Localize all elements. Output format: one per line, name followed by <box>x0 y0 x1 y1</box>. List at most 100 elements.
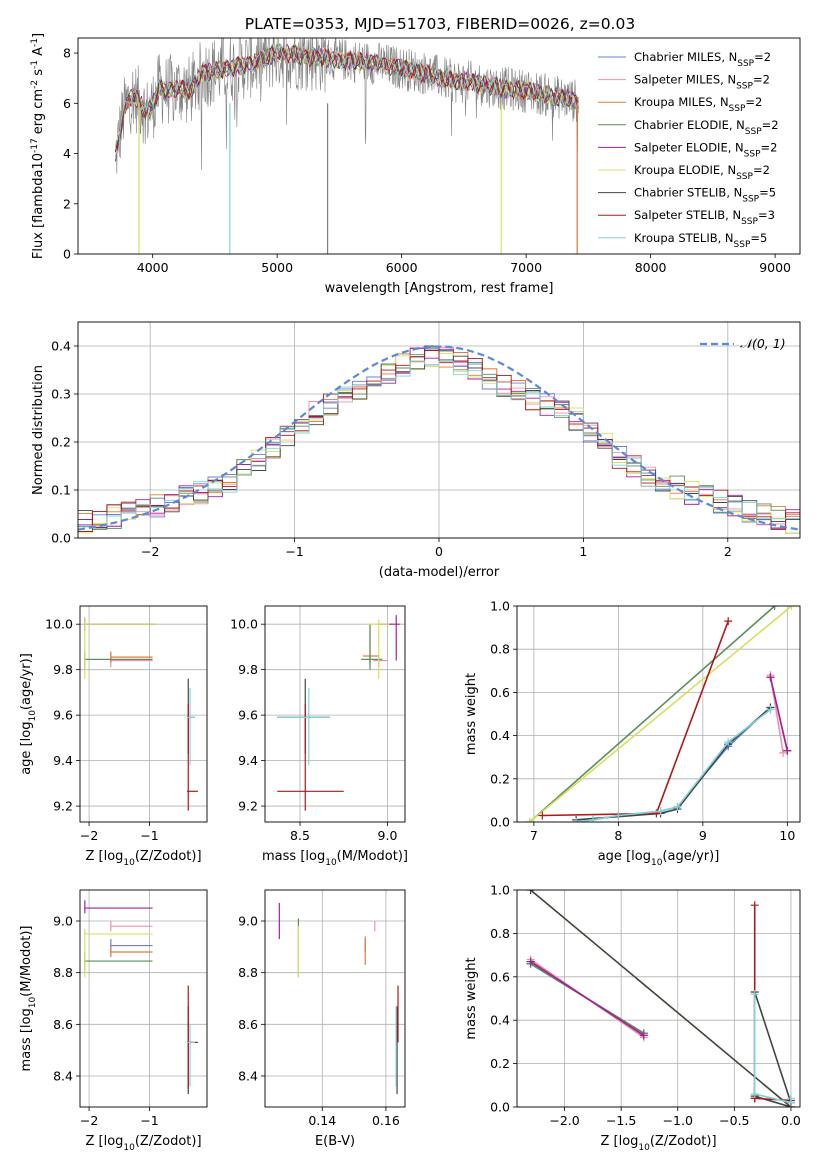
weight-marker <box>724 738 733 747</box>
weight-marker <box>656 807 665 816</box>
legend-entry: Kroupa MILES, NSSP=2 <box>634 95 762 114</box>
plot-area <box>526 890 795 1107</box>
weight-line <box>576 706 771 821</box>
errorbar <box>187 985 198 1089</box>
x-tick-label: −1 <box>140 1113 158 1128</box>
errorbar <box>187 1024 195 1087</box>
weight-marker <box>572 818 581 822</box>
y-tick-label: 8.4 <box>238 1069 258 1084</box>
x-tick-label: 8.5 <box>290 828 310 843</box>
y-tick-label: 0.6 <box>490 969 510 984</box>
y-tick-label: 0.2 <box>490 1056 510 1071</box>
errorbar <box>363 624 379 663</box>
y-tick-label: 9.2 <box>53 799 73 814</box>
y-tick-label: 9.2 <box>238 799 258 814</box>
y-tick-label: 0.0 <box>490 1100 510 1115</box>
weight-line <box>575 709 771 822</box>
errorbar <box>110 921 153 932</box>
y-tick-label: 0.8 <box>490 926 510 941</box>
errorbar <box>187 703 198 811</box>
y-tick-label: 0.0 <box>490 815 510 830</box>
y-tick-label: 8.8 <box>238 965 258 980</box>
errorbar <box>277 703 344 811</box>
panel-mass-vs-EBV: 0.14 0.16 8.4 8.6 8.8 9.0 E(B-V) <box>238 889 406 1149</box>
errorbar <box>187 687 195 766</box>
errorbar <box>84 952 153 973</box>
weight-marker <box>787 606 796 610</box>
x-tick-label: 0.0 <box>781 1113 801 1128</box>
x-tick-label: −1 <box>285 544 303 559</box>
y-tick-label: 10.0 <box>230 617 258 632</box>
y-tick-label: 9.0 <box>53 914 73 929</box>
y-tick-label: 6 <box>63 96 71 111</box>
weight-line <box>769 677 789 751</box>
weight-line <box>529 606 793 822</box>
weight-line <box>575 706 771 822</box>
errorbar <box>84 928 153 978</box>
axes-frame <box>77 321 801 539</box>
weight-marker <box>766 705 775 714</box>
y-tick-label: 0 <box>63 247 71 262</box>
y-tick-label: 0.2 <box>490 771 510 786</box>
weight-marker <box>614 811 623 820</box>
errorbar <box>366 619 390 679</box>
weight-marker <box>766 673 775 682</box>
x-tick-label: 0 <box>435 544 443 559</box>
residual-histogram <box>78 349 800 534</box>
x-tick-label: 5000 <box>261 260 293 275</box>
panel-mass-vs-Z: −2 −1 8.4 8.6 8.8 9.0 Z [log10(Z/Zodot)] mass [… <box>19 889 208 1153</box>
y-axis-label: age [log10(age/yr)] <box>19 653 38 775</box>
model-spectrum <box>114 44 579 160</box>
y-tick-label: 1.0 <box>490 883 510 898</box>
residual-histogram <box>78 352 800 534</box>
y-axis-label: Normed distribution <box>31 365 46 495</box>
y-axis-label: Flux [flambda10-17 erg cm-2 s-1 A-1] <box>30 33 46 259</box>
x-axis-label: Z [log10(Z/Zodot)] <box>85 849 201 868</box>
model-spectrum <box>114 44 579 159</box>
legend-entry: Kroupa ELODIE, NSSP=2 <box>634 163 770 182</box>
panel-residuals: −2 −1 0 1 2 0.0 0.1 0.2 0.3 0.4 (data-model)/error… <box>31 321 801 580</box>
legend-entry: 𝒩(0, 1) <box>740 336 786 351</box>
axes-frame <box>264 889 406 1108</box>
weight-marker <box>750 990 759 999</box>
panel-spectrum: 4000 5000 6000 7000 8000 9000 0 2 4 6 8 wavelength … <box>30 33 801 296</box>
y-tick-label: 0.4 <box>51 339 71 354</box>
x-tick-label: 7000 <box>510 260 542 275</box>
x-tick-label: 10 <box>779 828 795 843</box>
errorbar <box>277 678 330 754</box>
residual-histogram <box>78 348 800 529</box>
y-tick-label: 8.6 <box>238 1017 258 1032</box>
y-tick-label: 0.2 <box>51 435 71 450</box>
y-tick-label: 0.4 <box>490 728 510 743</box>
residual-histogram <box>78 360 800 530</box>
legend: Chabrier MILES, NSSP=2 Salpeter MILES, NS… <box>598 50 779 250</box>
axes-frame <box>79 889 208 1108</box>
errorbar <box>84 617 156 679</box>
y-tick-label: 0.8 <box>490 642 510 657</box>
x-tick-label: −2 <box>80 1113 98 1128</box>
residual-histogram <box>78 347 800 530</box>
plot-area <box>278 902 399 1095</box>
y-tick-label: 9.4 <box>53 753 73 768</box>
y-tick-label: 8.4 <box>53 1069 73 1084</box>
weight-marker <box>673 802 682 811</box>
x-axis-label: Z [log10(Z/Zodot)] <box>600 1134 716 1153</box>
y-tick-label: 1.0 <box>490 599 510 614</box>
x-tick-label: −2.0 <box>549 1113 579 1128</box>
weight-marker <box>750 1089 759 1098</box>
plot-area <box>78 345 800 534</box>
x-tick-label: 0.14 <box>308 1113 336 1128</box>
residual-histogram <box>78 345 800 534</box>
x-tick-label: −1.5 <box>606 1113 636 1128</box>
panel-age-vs-mass: 8.5 9.0 9.2 9.4 9.6 9.8 10.0 mass [log10(M/Modo… <box>230 605 408 868</box>
y-tick-label: 9.8 <box>53 662 73 677</box>
weight-marker <box>750 901 759 910</box>
errorbar <box>110 653 153 668</box>
x-axis-label: E(B-V) <box>315 1134 355 1149</box>
weight-marker <box>639 1031 648 1040</box>
weight-marker <box>783 746 792 755</box>
x-tick-label: 7 <box>530 828 538 843</box>
x-tick-label: 8 <box>614 828 622 843</box>
y-tick-label: 0.4 <box>490 1013 510 1028</box>
axes-frame <box>516 605 801 823</box>
